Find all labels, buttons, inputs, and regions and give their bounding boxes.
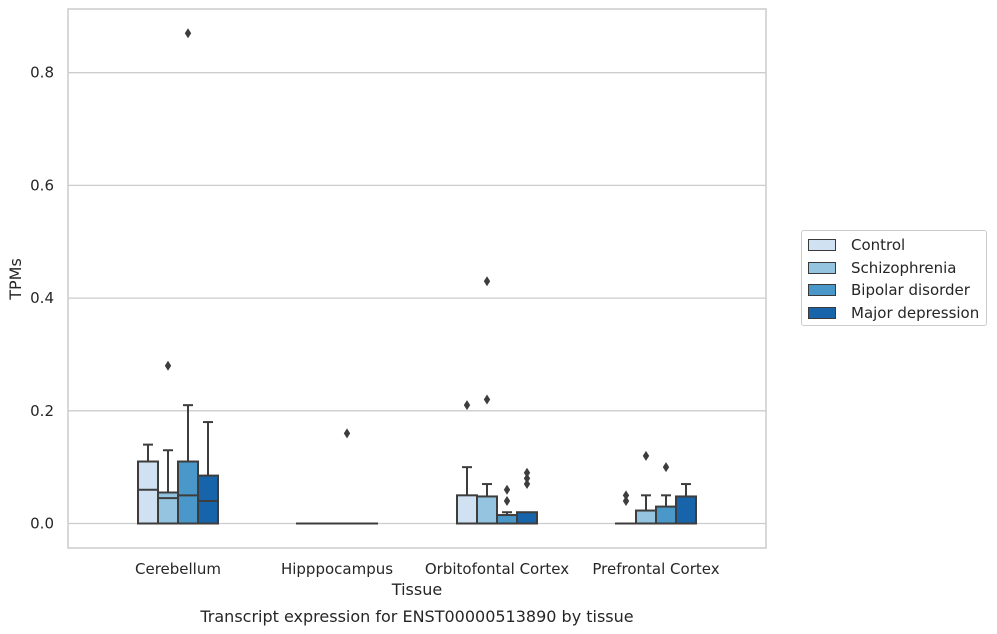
legend-label: Major depression bbox=[851, 303, 980, 322]
box bbox=[137, 460, 159, 525]
box bbox=[177, 460, 199, 525]
plot-area-frame bbox=[67, 8, 767, 549]
outlier-point bbox=[523, 467, 531, 478]
box bbox=[197, 474, 219, 525]
box bbox=[496, 514, 518, 525]
outlier-point bbox=[503, 484, 511, 495]
legend-label: Schizophrenia bbox=[851, 258, 957, 277]
x-tick-label: Prefrontal Cortex bbox=[592, 560, 719, 578]
legend-item: Bipolar disorder bbox=[808, 280, 970, 300]
box bbox=[516, 511, 538, 525]
box-group bbox=[675, 483, 697, 525]
grid-lines bbox=[68, 72, 766, 525]
outlier-point bbox=[622, 495, 630, 506]
x-axis-ticks: Cerebellum Hipppocampus Orbitofontal Corte… bbox=[135, 560, 720, 578]
box-group bbox=[516, 467, 538, 525]
y-axis-ticks: 0.0 0.2 0.4 0.6 0.8 bbox=[30, 64, 54, 533]
y-tick-label: 0.2 bbox=[30, 402, 54, 420]
outlier-point bbox=[483, 276, 491, 287]
outlier-point bbox=[483, 394, 491, 405]
legend-item: Control bbox=[808, 235, 905, 255]
box bbox=[476, 495, 498, 525]
legend-label: Control bbox=[851, 236, 906, 254]
box-group bbox=[137, 443, 159, 525]
box-group bbox=[655, 462, 677, 525]
legend-swatch bbox=[808, 284, 836, 296]
x-axis-label: Tissue bbox=[391, 580, 442, 599]
box bbox=[456, 494, 478, 525]
outlier-point bbox=[463, 400, 471, 411]
box-group bbox=[177, 28, 199, 525]
y-tick-label: 0.6 bbox=[30, 176, 54, 194]
x-tick-label: Orbitofontal Cortex bbox=[425, 560, 569, 578]
box bbox=[635, 509, 657, 525]
outlier-point bbox=[523, 479, 531, 490]
y-tick-label: 0.4 bbox=[30, 289, 54, 307]
outlier-point bbox=[662, 462, 670, 473]
box-elements bbox=[137, 28, 697, 525]
box-group bbox=[456, 400, 478, 525]
box-group bbox=[476, 276, 498, 525]
outlier-point bbox=[523, 473, 531, 484]
box-group bbox=[635, 450, 657, 525]
box-group bbox=[615, 490, 637, 525]
outlier-point bbox=[622, 490, 630, 501]
x-tick-label: Hipppocampus bbox=[281, 560, 393, 578]
box-group bbox=[496, 484, 518, 525]
outlier-point bbox=[164, 360, 172, 371]
legend: Control Schizophrenia Bipolar disorder Majo… bbox=[801, 230, 987, 326]
y-axis-label: TPMs bbox=[6, 258, 25, 301]
legend-swatch bbox=[808, 239, 836, 251]
x-tick-label: Cerebellum bbox=[135, 560, 221, 578]
chart-title: Transcript expression for ENST0000051389… bbox=[199, 607, 633, 626]
legend-swatch bbox=[808, 261, 836, 274]
outlier-point bbox=[343, 428, 351, 439]
outlier-point bbox=[503, 495, 511, 506]
legend-swatch bbox=[808, 306, 836, 319]
box-group bbox=[197, 421, 219, 525]
outlier-point bbox=[184, 28, 192, 39]
legend-label: Bipolar disorder bbox=[851, 281, 970, 299]
box-group bbox=[336, 428, 358, 525]
y-tick-label: 0.8 bbox=[30, 64, 54, 82]
legend-item: Major depression bbox=[808, 303, 979, 323]
box bbox=[655, 505, 677, 525]
y-tick-label: 0.0 bbox=[30, 515, 54, 533]
outlier-point bbox=[642, 450, 650, 461]
box-group bbox=[157, 360, 179, 525]
legend-item: Schizophrenia bbox=[808, 258, 956, 278]
box bbox=[675, 495, 697, 525]
